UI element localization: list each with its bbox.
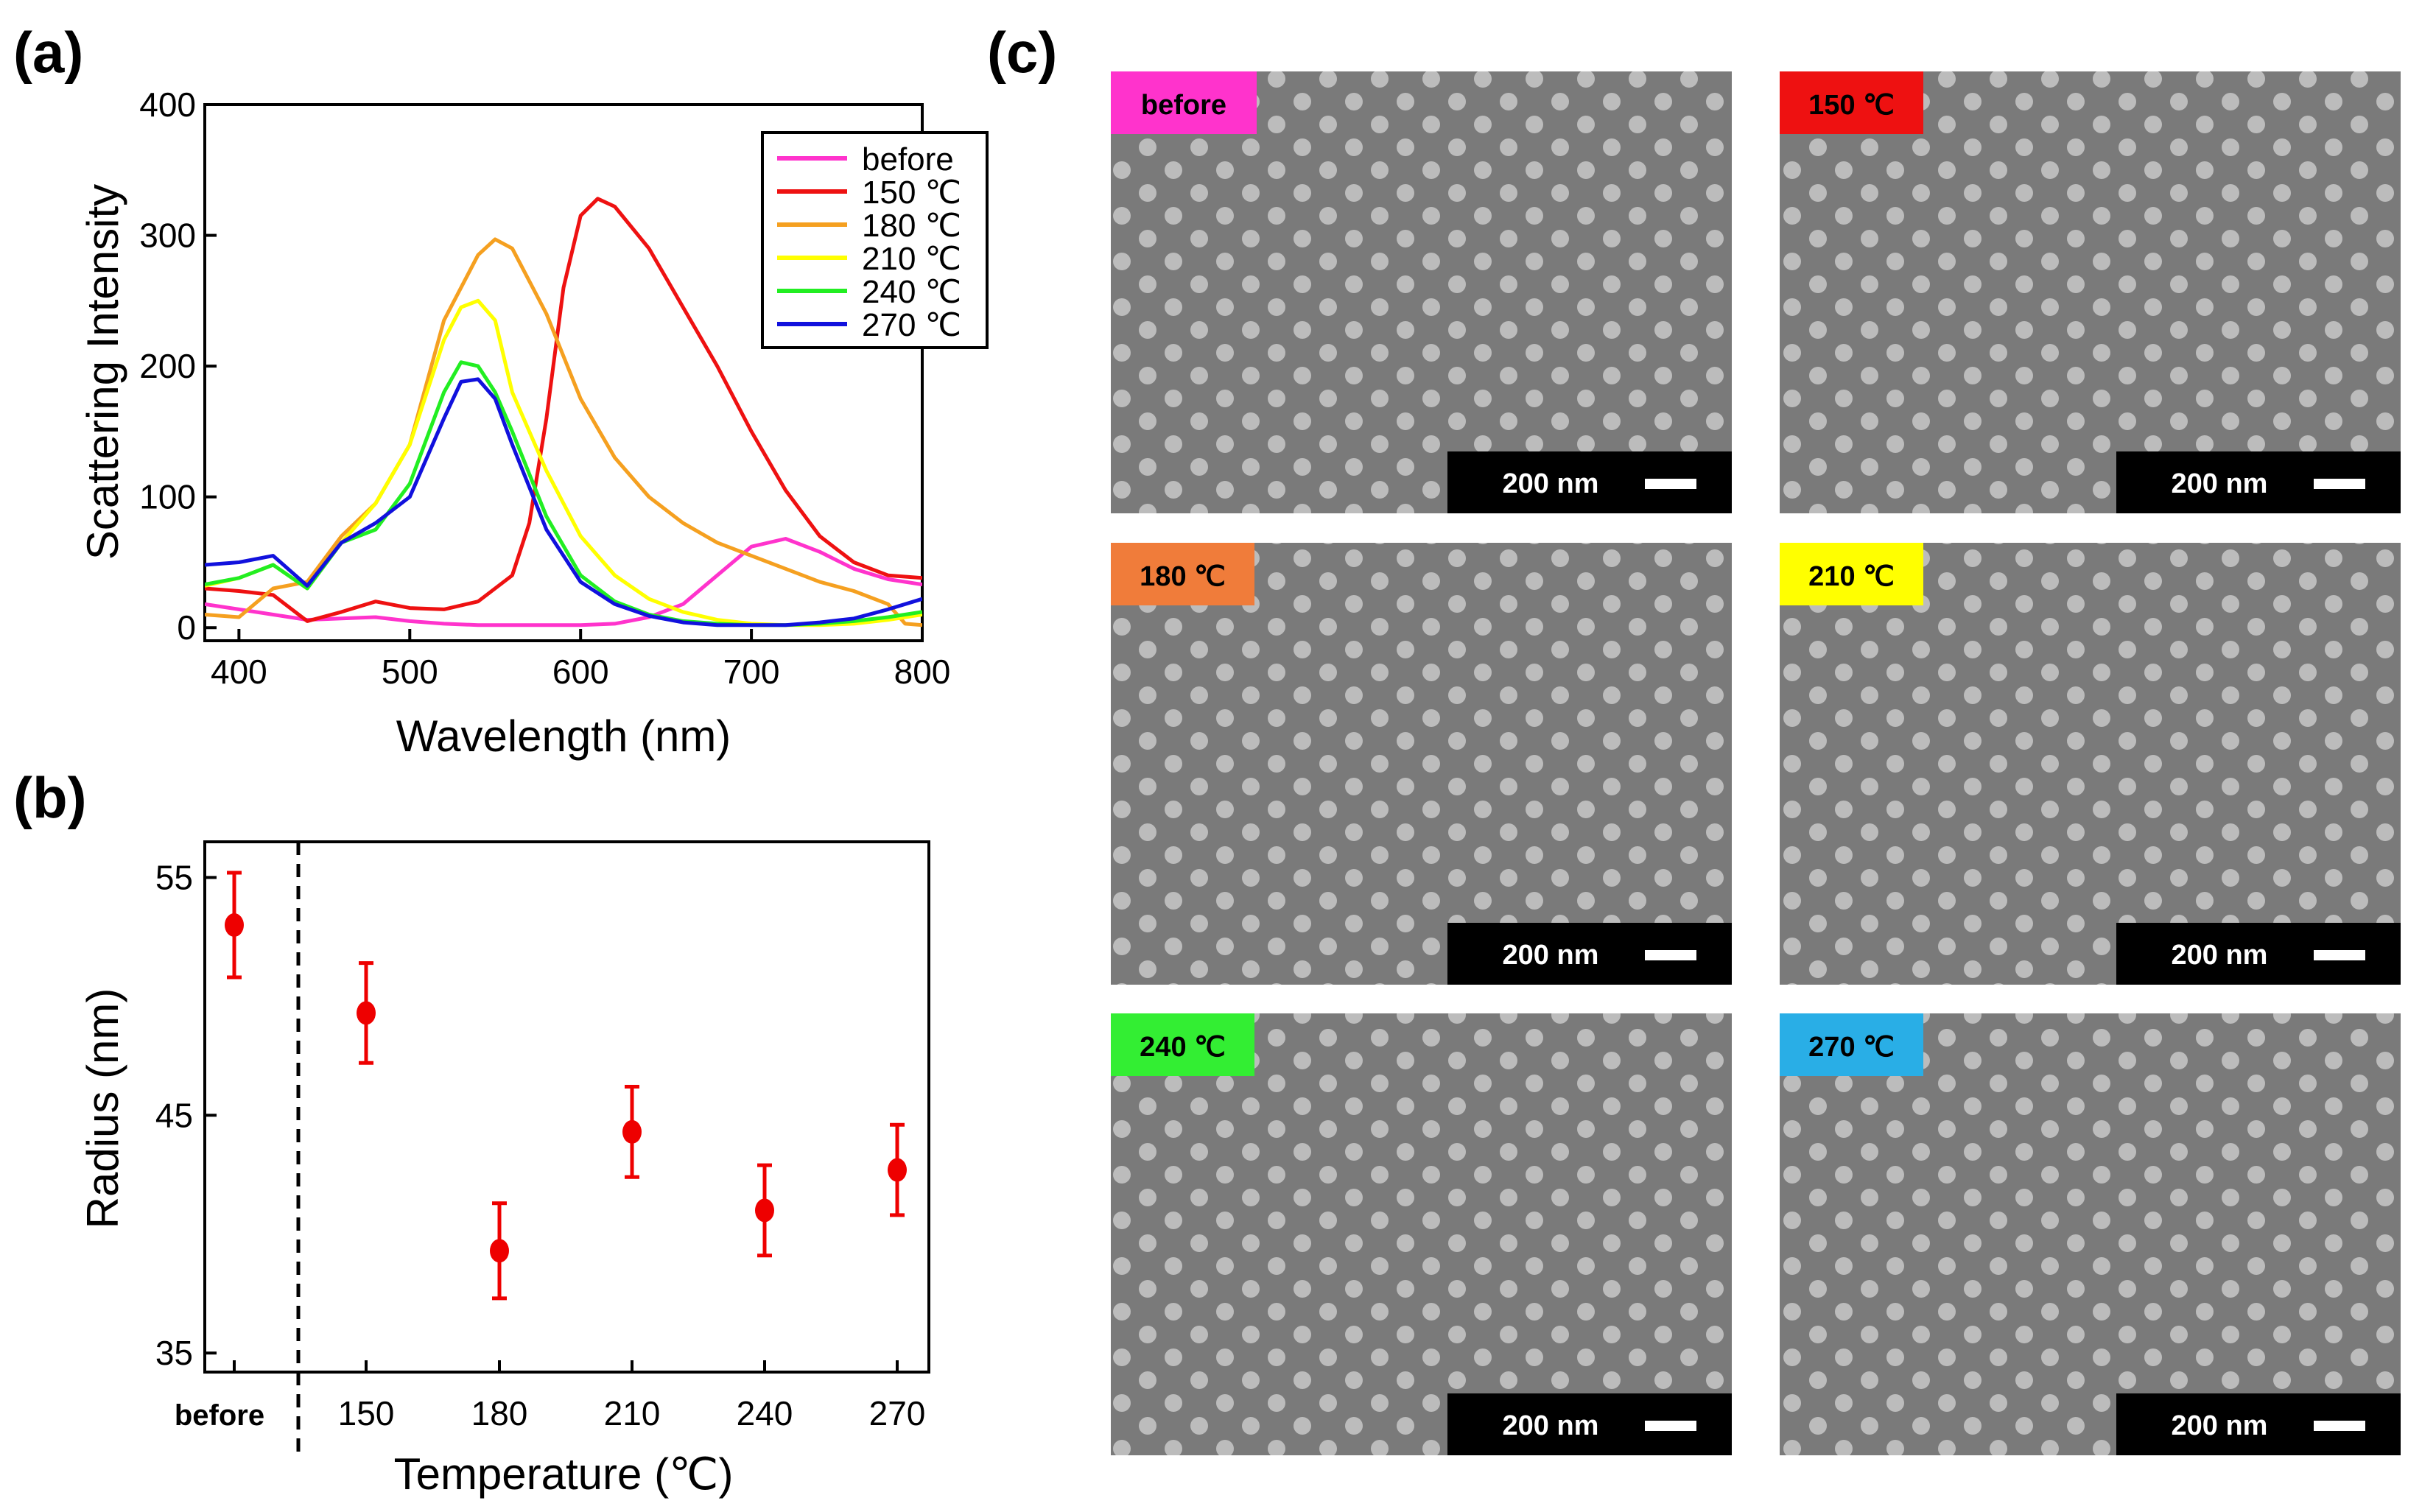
- spectrum-y-tick-label: 0: [177, 608, 196, 647]
- sem-particle-array: [1111, 543, 1732, 985]
- legend-entry-label: 240 ℃: [862, 274, 961, 310]
- scale-bar-label: 200 nm: [2172, 940, 2268, 971]
- radius-ticks: 35 45 55 before 150 180 210 240 270: [155, 858, 926, 1432]
- radius-x-tick-label: 210: [604, 1394, 661, 1432]
- radius-y-tick-label: 35: [155, 1334, 193, 1372]
- spectrum-chart: 400 500 600 700 800 0 100 200 300 400 Wavelength …: [78, 85, 989, 761]
- sem-panel: 240 ℃ 200 nm: [1111, 1013, 1732, 1455]
- radius-x-tick-label: 240: [737, 1394, 793, 1432]
- radius-x-tick-label: before: [175, 1399, 264, 1432]
- scale-bar: [1645, 1421, 1696, 1431]
- radius-data-point: [490, 1239, 509, 1263]
- panel-label-c: (c): [987, 20, 1057, 85]
- scale-bar-label: 200 nm: [2172, 468, 2268, 499]
- spectrum-series-line-150: [205, 197, 922, 623]
- sem-label-text: 150 ℃: [1808, 90, 1895, 121]
- spectrum-x-tick-label: 400: [211, 653, 267, 691]
- panel-label-b: (b): [13, 765, 87, 830]
- sem-particle-array: [1111, 1013, 1732, 1455]
- sem-particle-array: [1780, 1013, 2401, 1455]
- sem-panel: 180 ℃ 200 nm: [1111, 543, 1732, 985]
- spectrum-y-tick-label: 200: [139, 347, 196, 385]
- spectrum-x-axis-label: Wavelength (nm): [396, 711, 731, 761]
- radius-data-point: [357, 1001, 376, 1025]
- radius-y-axis-label: Radius (nm): [78, 988, 127, 1229]
- radius-data-point: [888, 1158, 907, 1182]
- spectrum-x-tick-label: 800: [894, 653, 951, 691]
- radius-data-point: [225, 913, 244, 938]
- scale-bar-label: 200 nm: [2172, 1410, 2268, 1441]
- sem-label-text: 270 ℃: [1808, 1032, 1895, 1063]
- radius-chart: 35 45 55 before 150 180 210 240 270 Temperature …: [78, 840, 930, 1499]
- sem-particle-array: [1111, 71, 1732, 513]
- radius-points: [225, 871, 907, 1301]
- radius-data-point: [755, 1198, 774, 1223]
- scale-bar: [2314, 950, 2365, 960]
- sem-label-badge: [1780, 543, 1923, 605]
- spectrum-axes-frame: [203, 103, 924, 642]
- spectrum-series-line-240: [205, 360, 922, 627]
- radius-x-axis-label: Temperature (℃): [394, 1449, 734, 1499]
- spectrum-x-tick-label: 700: [723, 653, 780, 691]
- sem-panel: 150 ℃ 200 nm: [1780, 71, 2401, 513]
- legend-entry-label: before: [862, 141, 954, 177]
- radius-x-tick-label: 270: [869, 1394, 926, 1432]
- sem-panel: 270 ℃ 200 nm: [1780, 1013, 2401, 1455]
- scale-bar: [1645, 479, 1696, 489]
- legend-box: [761, 131, 989, 349]
- sem-label-text: 180 ℃: [1140, 561, 1226, 592]
- sem-label-badge: [1111, 71, 1257, 134]
- sem-particle-array: [1780, 71, 2401, 513]
- panel-label-a: (a): [13, 20, 83, 85]
- sem-label-badge: [1111, 543, 1254, 605]
- spectrum-x-tick-label: 500: [382, 653, 438, 691]
- spectrum-y-axis-label: Scattering Intensity: [78, 184, 127, 560]
- scale-bar: [1645, 950, 1696, 960]
- sem-label-text: 240 ℃: [1140, 1032, 1226, 1063]
- scale-bar-label: 200 nm: [1503, 468, 1599, 499]
- sem-panel: 210 ℃ 200 nm: [1780, 543, 2401, 985]
- radius-y-tick-label: 45: [155, 1096, 193, 1134]
- radius-axes-frame: [203, 840, 930, 1374]
- spectrum-x-tick-label: 600: [552, 653, 609, 691]
- scale-bar: [2314, 1421, 2365, 1431]
- radius-x-tick-label: 180: [471, 1394, 528, 1432]
- spectrum-series-group: [205, 197, 922, 627]
- sem-label-badge: [1780, 71, 1923, 134]
- scale-bar-label: 200 nm: [1503, 940, 1599, 971]
- sem-label-badge: [1111, 1013, 1254, 1076]
- spectrum-series-line-270: [205, 377, 922, 627]
- spectrum-series-line-180: [205, 237, 922, 627]
- sem-particle-array: [1780, 543, 2401, 985]
- sem-label-text: before: [1141, 90, 1226, 121]
- spectrum-y-tick-label: 400: [139, 85, 196, 124]
- radius-data-point: [622, 1119, 642, 1144]
- spectrum-y-tick-label: 100: [139, 478, 196, 516]
- radius-y-tick-label: 55: [155, 858, 193, 896]
- spectrum-y-tick-label: 300: [139, 217, 196, 255]
- legend-entry-label: 270 ℃: [862, 307, 961, 343]
- legend-entry-label: 150 ℃: [862, 175, 961, 211]
- sem-label-badge: [1780, 1013, 1923, 1076]
- spectrum-series-line-before: [205, 537, 922, 627]
- radius-x-tick-label: 150: [338, 1394, 395, 1432]
- scale-bar: [2314, 479, 2365, 489]
- scale-bar-label: 200 nm: [1503, 1410, 1599, 1441]
- legend-entry-label: 180 ℃: [862, 208, 961, 244]
- sem-panel: before 200 nm: [1111, 71, 1732, 513]
- sem-label-text: 210 ℃: [1808, 561, 1895, 592]
- spectrum-ticks: 400 500 600 700 800 0 100 200 300 400: [139, 85, 950, 691]
- legend-entry-label: 210 ℃: [862, 241, 961, 277]
